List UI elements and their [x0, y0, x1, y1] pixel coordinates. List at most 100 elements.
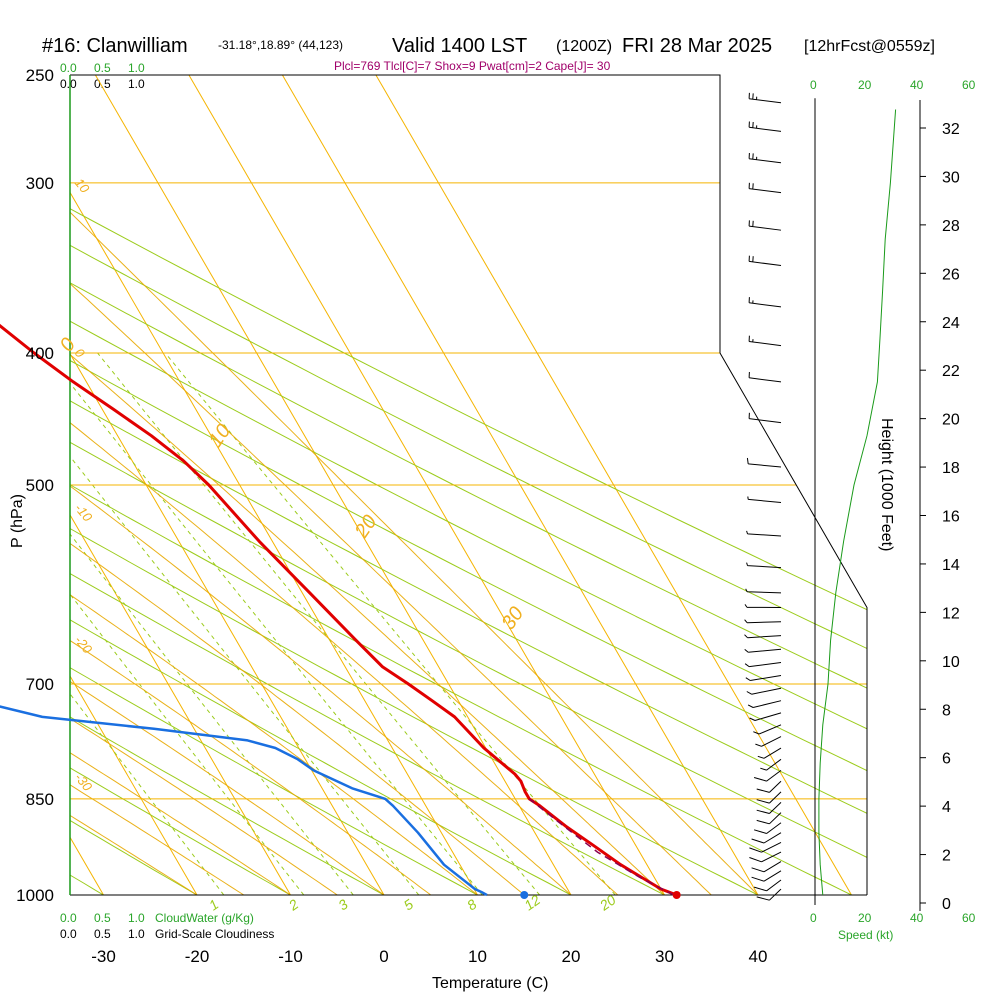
cloudiness-tick: 0.5: [94, 927, 111, 941]
speed-tick-bottom: 60: [962, 911, 976, 925]
wind-barb: [748, 220, 782, 231]
mixing-ratio-label: 5: [401, 896, 417, 914]
wind-barb: [746, 562, 782, 569]
wind-barb: [751, 870, 782, 882]
speed-scale: 0 20 40 60 0 20 40 60 Speed (kt): [810, 78, 976, 942]
moist-adiabat-line: [70, 75, 572, 895]
x-axis-label: Temperature (C): [432, 975, 548, 992]
dry-adiabat-line: [70, 75, 665, 895]
cloud-scale-top: 0.0 0.5 1.0 0.0 0.5 1.0: [60, 61, 145, 91]
dewpoint-surface-marker: [520, 891, 529, 899]
moist-adiabat-line: [70, 75, 619, 895]
dry-adiabat-label: -10: [72, 500, 96, 525]
wind-barb: [753, 724, 782, 735]
moist-adiabat-line: [70, 75, 291, 895]
dry-adiabat-line: [70, 75, 867, 895]
height-tick-label: 2: [942, 848, 951, 865]
isotherm-line: [0, 75, 10, 895]
height-tick-label: 8: [942, 702, 951, 719]
cloudiness-tick: 0.5: [94, 77, 111, 91]
plot-frame: [69, 74, 868, 905]
moist-adiabat-line: [70, 75, 198, 895]
pressure-tick-label: 1000: [16, 886, 54, 905]
dry-adiabat-line: [70, 75, 759, 895]
wind-barb: [748, 182, 782, 194]
wind-barb: [744, 634, 782, 639]
wind-barb: [748, 335, 782, 347]
moist-adiabat-line: [70, 75, 759, 895]
pressure-tick-label: 500: [26, 476, 54, 495]
y-axis-label: P (hPa): [9, 494, 26, 548]
speed-tick-bottom: 20: [858, 911, 872, 925]
wind-panel: [744, 92, 897, 901]
dry-adiabat-label: 10: [72, 175, 93, 196]
wind-barb: [749, 712, 782, 721]
forecast-run: [12hrFcst@0559z]: [804, 38, 935, 55]
wind-barb: [756, 801, 782, 814]
wind-barb: [745, 675, 782, 681]
wind-barb: [748, 412, 782, 424]
wind-barb: [748, 371, 782, 383]
wind-barb: [747, 700, 782, 708]
height-tick-label: 6: [942, 751, 951, 768]
speed-label: Speed (kt): [838, 928, 893, 942]
cloud-water-tick: 1.0: [128, 911, 145, 925]
cloud-water-label: CloudWater (g/Kg): [155, 911, 254, 925]
dry-adiabat-line: [70, 75, 867, 895]
wind-barb: [753, 822, 782, 834]
wind-barb: [756, 780, 782, 793]
isotherm-line: [70, 75, 198, 895]
height-tick-label: 4: [942, 799, 951, 816]
moist-adiabat-line: [70, 75, 245, 895]
mixing-ratio-label: 20: [596, 891, 619, 914]
moist-adiabat-line: [70, 75, 525, 895]
dry-adiabat-line: [0, 75, 10, 895]
moist-adiabat-line: [70, 75, 338, 895]
speed-tick-top: 60: [962, 78, 976, 92]
moist-adiabat-line: [70, 75, 665, 895]
height-tick-label: 12: [942, 605, 960, 622]
wind-barb: [756, 812, 782, 825]
cloudiness-label: Grid-Scale Cloudiness: [155, 927, 274, 941]
temperature-tick-label: 40: [749, 947, 768, 966]
dry-adiabat-line: [70, 75, 867, 895]
height-tick-label: 20: [942, 412, 960, 429]
cloud-water-tick: 0.0: [60, 911, 77, 925]
mixing-ratio-label: 3: [335, 896, 351, 914]
wind-barb: [744, 619, 782, 624]
height-tick-label: 32: [942, 121, 960, 138]
temperature-tick-label: 20: [562, 947, 581, 966]
wind-barb: [747, 496, 782, 503]
cloud-water-tick: 0.5: [94, 911, 111, 925]
dry-adiabat-line: [70, 75, 867, 895]
moist-adiabat-line: [70, 75, 385, 895]
dry-adiabat-line: [70, 75, 572, 895]
pressure-tick-label: 700: [26, 675, 54, 694]
isotherm-label: 30: [497, 603, 528, 634]
mixing-ratio-label: 2: [285, 896, 302, 914]
thermo-grid: [0, 75, 867, 895]
temperature-profile: [0, 323, 678, 897]
pressure-tick-label: 250: [26, 66, 54, 85]
wind-barb: [748, 92, 782, 104]
mixing-ratio-line: [97, 352, 540, 895]
cloud-scale-bottom: 0.0 0.5 1.0 CloudWater (g/Kg) 0.0 0.5 1.…: [60, 911, 274, 941]
dewpoint-profile: [0, 705, 488, 897]
wind-barb: [749, 851, 782, 863]
wind-barb: [753, 879, 782, 892]
isotherm-label: 10: [205, 420, 236, 451]
dry-adiabat-line: [70, 75, 385, 895]
wind-barb: [746, 687, 782, 695]
wind-barb: [760, 758, 782, 771]
moist-adiabat-line: [70, 75, 478, 895]
plot-border: [70, 74, 868, 895]
temperature-tick-label: 30: [655, 947, 674, 966]
mixing-ratio-line: [70, 352, 354, 895]
dry-adiabat-line: [70, 75, 852, 895]
wind-barb: [748, 152, 782, 164]
height-tick-label: 22: [942, 363, 960, 380]
dry-adiabat-line: [70, 75, 291, 895]
dry-adiabat-label: -20: [72, 632, 96, 657]
wind-barb: [756, 791, 782, 804]
cloud-water-tick: 0.0: [60, 61, 77, 75]
